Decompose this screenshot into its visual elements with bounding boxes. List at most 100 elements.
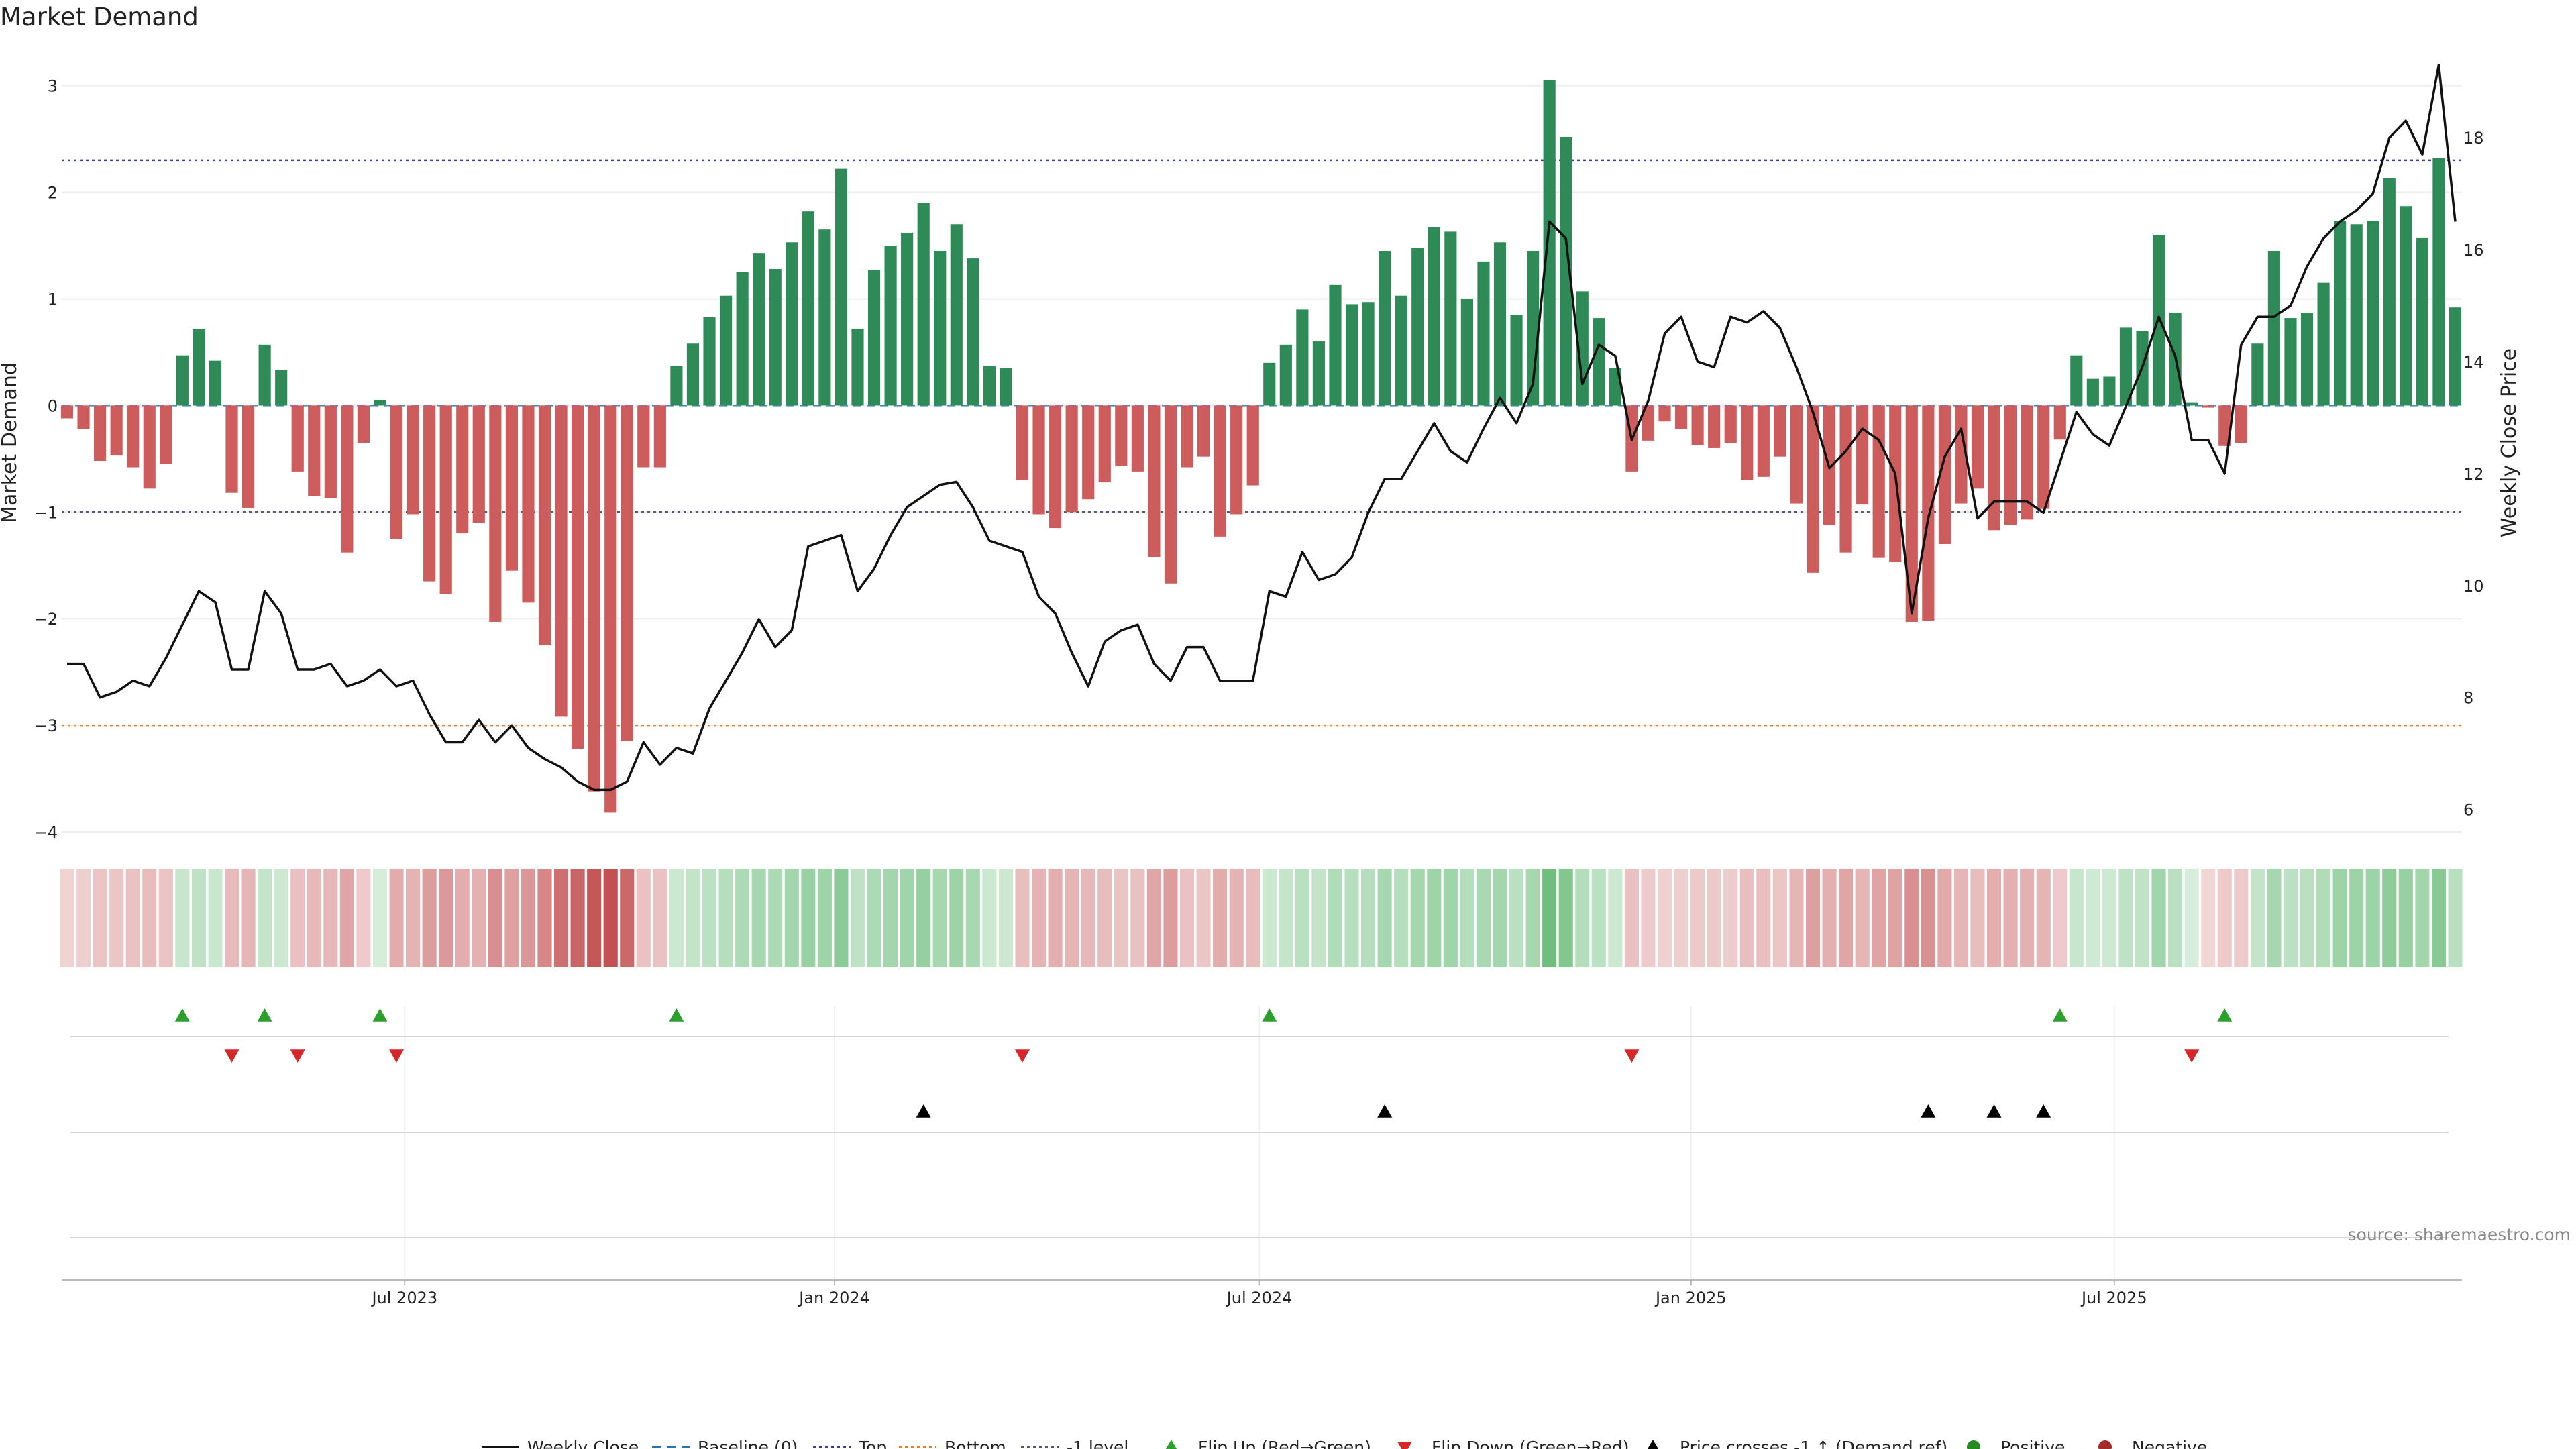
y2-tick-label: 8 — [2463, 689, 2473, 708]
heatmap-cell — [2300, 869, 2314, 967]
demand-bar — [1329, 284, 1342, 406]
demand-bar — [2235, 405, 2247, 443]
legend-label: Bottom — [945, 1438, 1006, 1449]
demand-bar — [1741, 405, 1754, 480]
demand-bar — [604, 405, 617, 813]
heatmap-cell — [2184, 869, 2199, 967]
demand-bar — [1807, 405, 1819, 573]
heatmap-cell — [2382, 869, 2397, 967]
heatmap-cell — [1031, 869, 1046, 967]
flip-up-marker — [669, 1008, 684, 1022]
heatmap-cell — [1690, 869, 1705, 967]
heatmap-cell — [1246, 869, 1260, 967]
price-cross-marker — [916, 1104, 931, 1118]
heatmap-cell — [455, 869, 470, 967]
heatmap-cell — [1953, 869, 1969, 967]
heatmap-cell — [439, 869, 453, 967]
demand-bar — [2251, 343, 2264, 406]
legend-item: Flip Down (Green→Red) — [1397, 1438, 1629, 1449]
demand-bar — [538, 405, 551, 645]
heatmap-cell — [109, 869, 124, 967]
legend-label: Flip Up (Red→Green) — [1198, 1438, 1371, 1449]
demand-bar — [1971, 405, 1984, 489]
demand-bar — [1115, 405, 1128, 466]
heatmap-cell — [2267, 869, 2282, 967]
heatmap-cell — [2316, 869, 2331, 967]
legend-label: Flip Down (Green→Red) — [1432, 1438, 1629, 1449]
demand-bars — [60, 80, 2462, 813]
heatmap-cell — [916, 869, 931, 967]
demand-bar — [1527, 250, 1540, 406]
heatmap-cell — [1394, 869, 1409, 967]
demand-bar — [2400, 206, 2412, 406]
demand-bar — [2053, 405, 2066, 440]
legend-item: Negative — [2098, 1438, 2207, 1449]
demand-bar — [2119, 327, 2133, 406]
demand-bar — [522, 405, 535, 603]
demand-bar — [555, 405, 568, 717]
price-cross-marker — [1377, 1104, 1393, 1118]
heatmap-cell — [998, 869, 1014, 967]
heatmap-cell — [191, 869, 206, 967]
demand-bar — [2037, 405, 2050, 509]
price-cross-marker — [1921, 1104, 1936, 1118]
demand-bar — [2218, 405, 2231, 446]
demand-bar — [2186, 402, 2198, 406]
y-axis-label: Market Demand — [0, 362, 21, 523]
demand-bar — [2284, 318, 2297, 406]
y2-axis-label: Weekly Close Price — [2498, 348, 2521, 537]
legend-item: Top — [813, 1438, 887, 1449]
demand-bar — [1477, 261, 1490, 406]
heatmap-cell — [1460, 869, 1474, 967]
heatmap-cell — [2332, 869, 2347, 967]
heatmap-cell — [751, 869, 766, 967]
heatmap-cell — [867, 869, 881, 967]
demand-bar — [1032, 405, 1045, 515]
demand-bar — [2103, 376, 2116, 406]
demand-bar — [1000, 368, 1012, 406]
demand-bar — [917, 203, 930, 406]
demand-bar — [1955, 405, 1968, 504]
demand-bar — [2202, 405, 2214, 408]
heatmap-cell — [1888, 869, 1902, 967]
demand-bar — [719, 295, 733, 406]
demand-bar — [2317, 282, 2330, 406]
heatmap-cell — [2349, 869, 2364, 967]
demand-bar — [1082, 405, 1095, 500]
heatmap-cell — [932, 869, 947, 967]
legend-label: Negative — [2132, 1438, 2207, 1449]
y2-tick-label: 18 — [2463, 129, 2484, 148]
demand-bar — [1065, 405, 1078, 513]
heatmap-cell — [2135, 869, 2150, 967]
demand-bar — [1214, 405, 1226, 537]
demand-bar — [1049, 405, 1062, 529]
demand-bar — [835, 168, 848, 406]
demand-bar — [1379, 250, 1391, 406]
heatmap-cell — [1921, 869, 1935, 967]
heatmap-cell — [1130, 869, 1145, 967]
heatmap-cell — [669, 869, 684, 967]
demand-bar — [637, 405, 650, 468]
y-tick-label: −2 — [34, 610, 58, 629]
heatmap-cell — [1015, 869, 1030, 967]
heatmap-cell — [1097, 869, 1112, 967]
heatmap-cell — [1146, 869, 1161, 967]
demand-bar — [1856, 405, 1869, 505]
heatmap-cell — [2020, 869, 2035, 967]
demand-bar — [1279, 344, 1292, 406]
heatmap-cell — [1641, 869, 1656, 967]
demand-bar — [2004, 405, 2017, 525]
flip-up-marker — [2052, 1008, 2068, 1022]
heatmap-cell — [1179, 869, 1195, 967]
heatmap-cell — [718, 869, 733, 967]
demand-bar — [2021, 405, 2033, 520]
demand-bar — [324, 405, 337, 498]
heatmap-cell — [900, 869, 914, 967]
heatmap-cell — [2365, 869, 2380, 967]
legend: Weekly Close Baseline (0) Top Bottom -1 leve… — [482, 1438, 2207, 1449]
demand-bar — [703, 317, 716, 406]
heatmap-cell — [1970, 869, 1985, 967]
reference-lines — [62, 159, 2462, 727]
heatmap-cell — [323, 869, 338, 967]
x-tick-label: Jan 2025 — [1654, 1289, 1727, 1307]
